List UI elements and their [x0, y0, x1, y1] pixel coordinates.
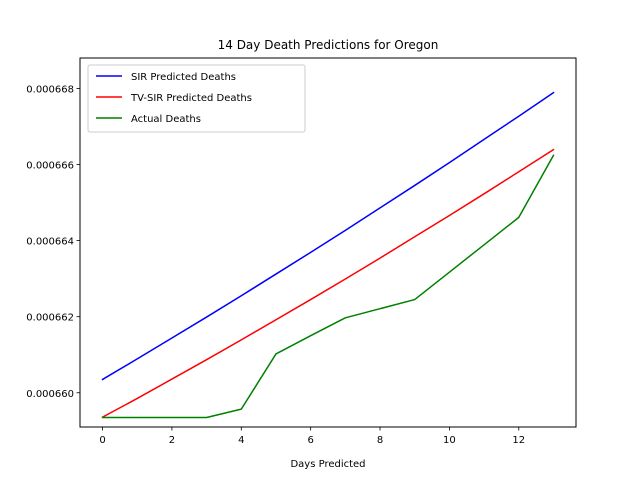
series-line-0	[101, 91, 555, 381]
legend: SIR Predicted Deaths TV-SIR Predicted Dea…	[87, 64, 306, 133]
x-tick-label-0: 0	[99, 435, 105, 446]
y-tick-label-1: 0.000662	[26, 313, 74, 324]
legend-box	[87, 64, 306, 133]
y-tick-label-4: 0.000668	[26, 84, 74, 95]
legend-label-1: TV-SIR Predicted Deaths	[130, 93, 252, 104]
legend-label-0: SIR Predicted Deaths	[131, 72, 236, 83]
legend-label-2: Actual Deaths	[131, 114, 201, 125]
series-line-1	[101, 148, 555, 419]
y-tick-label-3: 0.000666	[26, 161, 74, 172]
x-tick-label-6: 12	[512, 435, 525, 446]
series-layer	[101, 91, 555, 419]
x-axis: 0 2 4 6 8 10 12	[99, 427, 525, 446]
x-tick-label-4: 8	[377, 435, 383, 446]
y-tick-label-0: 0.000660	[26, 389, 74, 400]
series-line-2	[101, 154, 555, 419]
x-tick-label-2: 4	[238, 435, 244, 446]
x-tick-label-5: 10	[443, 435, 456, 446]
y-axis: 0.000660 0.000662 0.000664 0.000666 0.000668	[26, 84, 80, 400]
x-tick-label-1: 2	[169, 435, 175, 446]
chart-title: 14 Day Death Predictions for Oregon	[218, 38, 439, 52]
y-tick-label-2: 0.000664	[26, 237, 74, 248]
x-tick-label-3: 6	[307, 435, 313, 446]
x-axis-label: Days Predicted	[290, 459, 365, 470]
plot-frame	[79, 57, 577, 428]
